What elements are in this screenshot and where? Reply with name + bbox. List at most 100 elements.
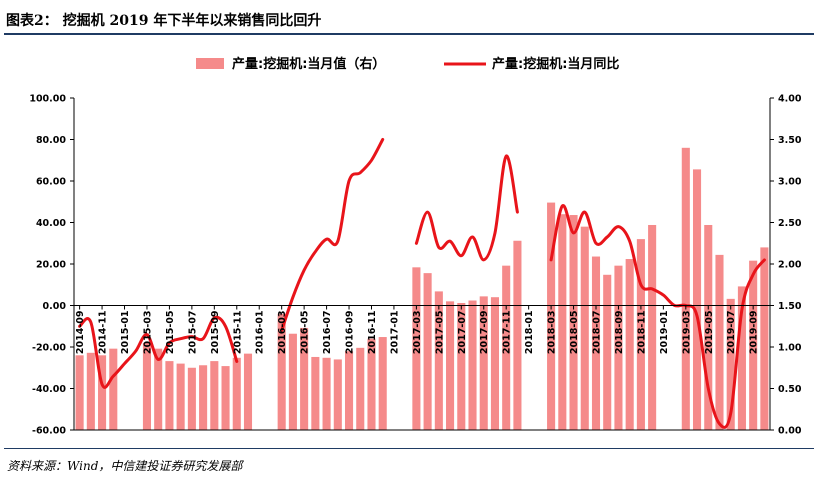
bar-2015-12 (243, 353, 253, 430)
right-tick-label: 0.00 (778, 426, 802, 437)
x-tick-label: 2019-05 (704, 311, 715, 355)
left-tick-label: -20.00 (32, 343, 66, 354)
bar-2015-09 (210, 361, 219, 430)
axes: -60.00 -40.00 -20.00 0.00 20.00 40.00 60.00 80.… (29, 94, 802, 437)
bar-2019-04 (692, 169, 702, 430)
line-segment-4 (549, 204, 766, 429)
bar-2017-10 (490, 297, 500, 430)
bar-2015-04 (154, 348, 163, 430)
figure-header: 图表2： 挖掘机 2019 年下半年以来销售同比回升 (4, 6, 814, 35)
x-tick-label: 2015-03 (143, 311, 154, 355)
bar-2016-08 (333, 359, 342, 430)
bar-2019-09 (749, 260, 758, 430)
bar-2015-10 (221, 366, 230, 430)
x-tick-label: 2015-09 (210, 311, 221, 355)
left-tick-label: -60.00 (32, 426, 66, 437)
x-tick-label: 2019-03 (681, 311, 692, 355)
right-tick-label: 3.00 (778, 177, 802, 188)
x-tick-label: 2017-03 (412, 311, 423, 355)
x-tick-label: 2019-07 (726, 311, 737, 355)
bar-series (75, 147, 769, 431)
bar-2014-12 (109, 348, 118, 430)
left-tick-label: 40.00 (36, 218, 66, 229)
line-series (78, 138, 766, 429)
bar-2018-08 (603, 274, 612, 430)
x-tick-label: 2018-11 (636, 311, 647, 355)
bar-2016-04 (288, 333, 297, 430)
bar-2014-11 (98, 355, 107, 430)
line-segment-3 (414, 154, 519, 262)
x-tick-label: 2015-11 (232, 311, 243, 355)
bar-2019-06 (715, 254, 724, 430)
bar-2014-10 (86, 352, 95, 430)
bar-2018-03 (547, 202, 556, 430)
bar-2018-04 (558, 214, 567, 430)
bar-2019-07 (726, 298, 735, 430)
x-tick-label: 2017-01 (389, 311, 400, 355)
bar-2018-11 (636, 239, 645, 430)
right-tick-label: 1.00 (778, 343, 802, 354)
bar-2019-10 (760, 247, 769, 430)
right-tick-label: 2.00 (778, 260, 802, 271)
x-tick-label: 2017-05 (434, 311, 445, 355)
figure-footer: 资料来源：Wind，中信建投证券研究发展部 (4, 448, 814, 478)
legend-bar-swatch (196, 58, 224, 69)
bar-2016-09 (344, 351, 354, 430)
x-tick-label: 2016-05 (300, 311, 311, 355)
x-tick-label: 2018-03 (547, 311, 558, 355)
x-tick-label: 2017-11 (502, 311, 513, 355)
left-tick-label: -40.00 (32, 384, 66, 395)
x-tick-label: 2018-01 (524, 311, 535, 355)
right-tick-label: 2.50 (778, 218, 802, 229)
x-tick-label: 2018-05 (569, 311, 580, 355)
x-tick-label: 2019-09 (749, 311, 760, 355)
left-tick-label: 60.00 (36, 177, 66, 188)
right-tick-label: 1.50 (778, 301, 802, 312)
bar-2015-05 (165, 361, 174, 430)
x-tick-label: 2015-01 (120, 311, 131, 355)
x-tick-label: 2015-07 (187, 311, 198, 355)
x-tick-label: 2017-07 (457, 311, 468, 355)
left-tick-label: 0.00 (43, 301, 67, 312)
bar-2016-07 (322, 357, 331, 430)
bar-2018-10 (625, 259, 634, 430)
x-tick-label: 2016-03 (277, 311, 288, 355)
bar-2019-08 (737, 286, 746, 430)
legend-bar-label: 产量:挖掘机:当月值（右） (232, 56, 385, 72)
bar-2017-12 (513, 240, 522, 430)
bar-2017-08 (468, 300, 477, 430)
chart-title: 图表2： 挖掘机 2019 年下半年以来销售同比回升 (6, 13, 322, 29)
bar-2019-03 (681, 147, 690, 431)
x-tick-label: 2017-09 (479, 311, 490, 355)
bar-2017-03 (412, 267, 421, 430)
left-tick-label: 20.00 (36, 260, 66, 271)
x-tick-label: 2018-09 (614, 311, 625, 355)
x-tick-label: 2018-07 (592, 311, 603, 355)
bar-2015-07 (187, 367, 196, 430)
bar-2017-07 (457, 303, 466, 430)
bar-2018-07 (591, 256, 601, 430)
footer-rule (4, 448, 814, 449)
x-tick-label: 2014-11 (98, 311, 109, 355)
line-segment-2 (280, 138, 385, 332)
bar-2015-06 (176, 363, 185, 430)
bar-2015-03 (142, 342, 152, 430)
bar-2016-11 (367, 338, 376, 430)
right-tick-label: 4.00 (778, 94, 802, 105)
bar-2018-06 (580, 226, 589, 430)
right-tick-label: 0.50 (778, 384, 802, 395)
bar-2016-06 (311, 356, 320, 430)
bar-2016-03 (277, 313, 286, 430)
bar-2019-05 (704, 224, 713, 430)
bar-2017-06 (446, 301, 455, 430)
bar-2014-09 (75, 355, 84, 430)
bar-2016-12 (378, 337, 387, 430)
legend-line-label: 产量:挖掘机:当月同比 (492, 56, 619, 72)
x-tick-label: 2015-05 (165, 311, 176, 355)
bar-2016-05 (300, 327, 309, 430)
x-tick-label: 2019-01 (659, 311, 670, 355)
left-tick-label: 100.00 (29, 94, 66, 105)
x-tick-label: 2014-09 (75, 311, 86, 355)
bar-2015-08 (199, 365, 208, 430)
